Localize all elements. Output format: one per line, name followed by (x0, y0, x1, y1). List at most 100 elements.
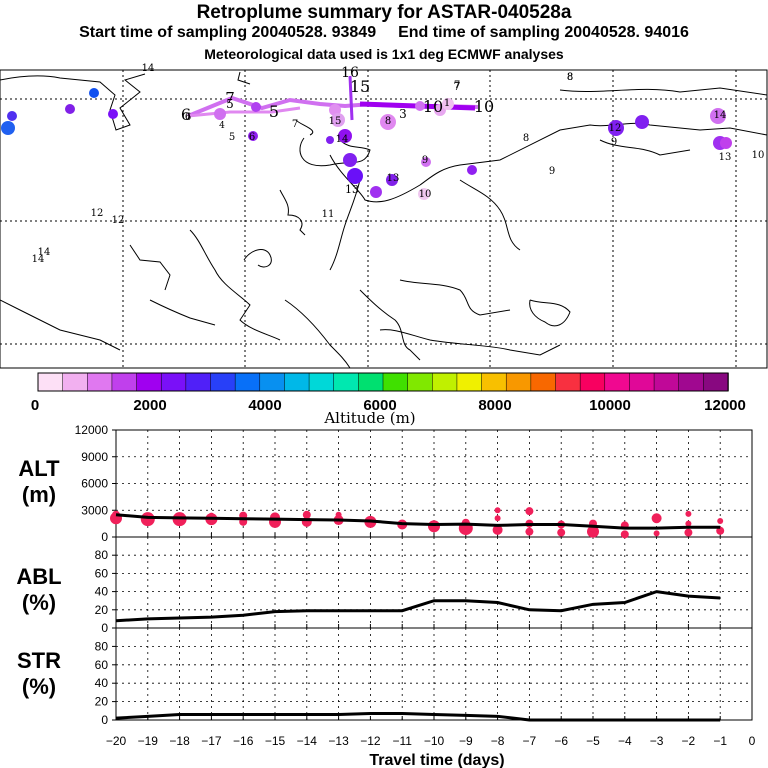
str-unit: (%) (21, 674, 57, 699)
alt-cluster-point (685, 520, 692, 527)
cluster-marker (89, 88, 99, 98)
cluster-marker (710, 108, 726, 124)
trajectory-day-label: 7 (292, 119, 298, 130)
y-tick-label: 0 (101, 621, 108, 635)
alt-cluster-point (651, 513, 662, 524)
y-tick-label: 80 (95, 548, 109, 562)
x-tick-label: 0 (749, 734, 756, 748)
trajectory-day-label: 14 (142, 63, 155, 74)
abl-title: ABL (16, 564, 62, 589)
colorbar-tick-label: 10000 (589, 397, 631, 414)
alt-unit: (m) (21, 482, 57, 507)
y-tick-label: 12000 (75, 423, 109, 437)
colorbar-tick-labels: 0 2000 4000 6000 8000 10000 12000 (31, 397, 746, 414)
series-line-abl (115, 590, 721, 623)
abl-unit: (%) (21, 590, 57, 615)
sampling-times: Start time of sampling 20040528. 93849 En… (0, 24, 768, 42)
trajectory-day-label: 12 (609, 123, 622, 134)
alt-cluster-point (140, 512, 155, 527)
trajectory-day-label: 7 (454, 80, 460, 91)
trajectory-day-label: 7 (225, 89, 235, 107)
alt-cluster-point (620, 530, 629, 539)
trajectory-line-southwest (187, 106, 301, 118)
trajectory-day-label: 14 (336, 134, 349, 145)
trajectory-day-label: 14 (32, 254, 45, 265)
cluster-marker (386, 174, 398, 186)
trajectory-day-label: 9 (422, 155, 428, 166)
x-tick-label: −20 (106, 734, 127, 748)
alt-cluster-point (428, 520, 440, 533)
met-data-label: Meteorological data used is 1x1 deg ECMW… (204, 46, 564, 62)
cluster-marker (347, 168, 363, 184)
x-tick-label: −8 (491, 734, 505, 748)
cluster-marker (248, 131, 258, 141)
cluster-marker (108, 109, 118, 119)
alt-cluster-point (494, 507, 501, 514)
y-tick-label: 9000 (81, 450, 108, 464)
cluster-marker (338, 129, 352, 143)
trajectory-day-label: 12 (91, 208, 104, 219)
trajectory-day-label: 10 (419, 189, 432, 200)
colorbar-tick-label: 2000 (133, 397, 166, 414)
trajectory-day-label: 1 (444, 98, 450, 109)
end-time-label: End time of sampling 20040528. 94016 (398, 24, 689, 41)
x-tick-label: −10 (424, 734, 445, 748)
panel-series-lines (115, 513, 721, 722)
series-line-alt (115, 513, 721, 530)
y-tick-label: 0 (101, 713, 108, 727)
trajectory-day-label: 6 (185, 112, 191, 123)
alt-cluster-point (335, 511, 342, 518)
y-tick-label: 40 (95, 585, 109, 599)
trajectory-day-label: 13 (387, 173, 400, 184)
alt-cluster-point (494, 515, 501, 522)
cluster-markers (1, 88, 732, 200)
trajectory-day-label: 14 (714, 110, 727, 121)
cluster-marker (442, 98, 454, 110)
x-tick-label: −15 (265, 734, 286, 748)
start-time-label: Start time of sampling 20040528. 93849 (79, 24, 377, 41)
colorbar-label: Altitude (m) (323, 409, 415, 427)
trajectory-day-label: 9 (549, 166, 555, 177)
x-tick-label: −5 (586, 734, 600, 748)
trajectory-day-label: 13 (345, 183, 359, 196)
trajectory-day-label: 8 (385, 116, 391, 127)
y-tick-label: 0 (101, 530, 108, 544)
alt-cluster-point (716, 526, 725, 535)
trajectory-day-label: 4 (219, 121, 225, 131)
alt-cluster-points (110, 507, 725, 539)
alt-cluster-point (557, 528, 566, 537)
trajectory-day-label: 11 (322, 209, 335, 220)
cluster-marker (331, 113, 345, 127)
colorbar-tick-label: 8000 (478, 397, 511, 414)
x-tick-label: −6 (554, 734, 568, 748)
y-tick-label: 60 (95, 566, 109, 580)
y-tick-label: 3000 (81, 503, 108, 517)
panel-gridlines (116, 429, 752, 720)
cluster-marker (467, 165, 477, 175)
trajectory-day-label: 5 (229, 132, 235, 143)
x-tick-label: −1 (713, 734, 727, 748)
trajectory-day-label: 15 (329, 116, 342, 127)
trajectory-day-label: 10 (752, 150, 765, 161)
panel-ticks: 0 3000 6000 9000 12000 0 20 40 60 80 0 20 40 60 80 (75, 423, 753, 727)
cluster-marker (326, 136, 334, 144)
y-tick-label: 40 (95, 676, 109, 690)
x-tick-label: −11 (392, 734, 412, 748)
x-tick-label: −7 (523, 734, 537, 748)
y-tick-label: 20 (95, 695, 109, 709)
str-panel-label: STR (%) (4, 648, 74, 700)
cluster-marker (7, 111, 17, 121)
alt-cluster-point (302, 510, 311, 519)
y-tick-label: 20 (95, 603, 109, 617)
x-tick-label: −9 (459, 734, 473, 748)
trajectory-line-north (348, 75, 354, 121)
abl-panel-label: ABL (%) (4, 564, 74, 616)
trajectory-day-label: 5 (226, 97, 234, 111)
alt-cluster-point (717, 517, 724, 524)
alt-cluster-point (525, 527, 534, 536)
cluster-marker (251, 102, 261, 112)
colorbar-frame (37, 372, 729, 392)
alt-cluster-point (684, 528, 693, 537)
